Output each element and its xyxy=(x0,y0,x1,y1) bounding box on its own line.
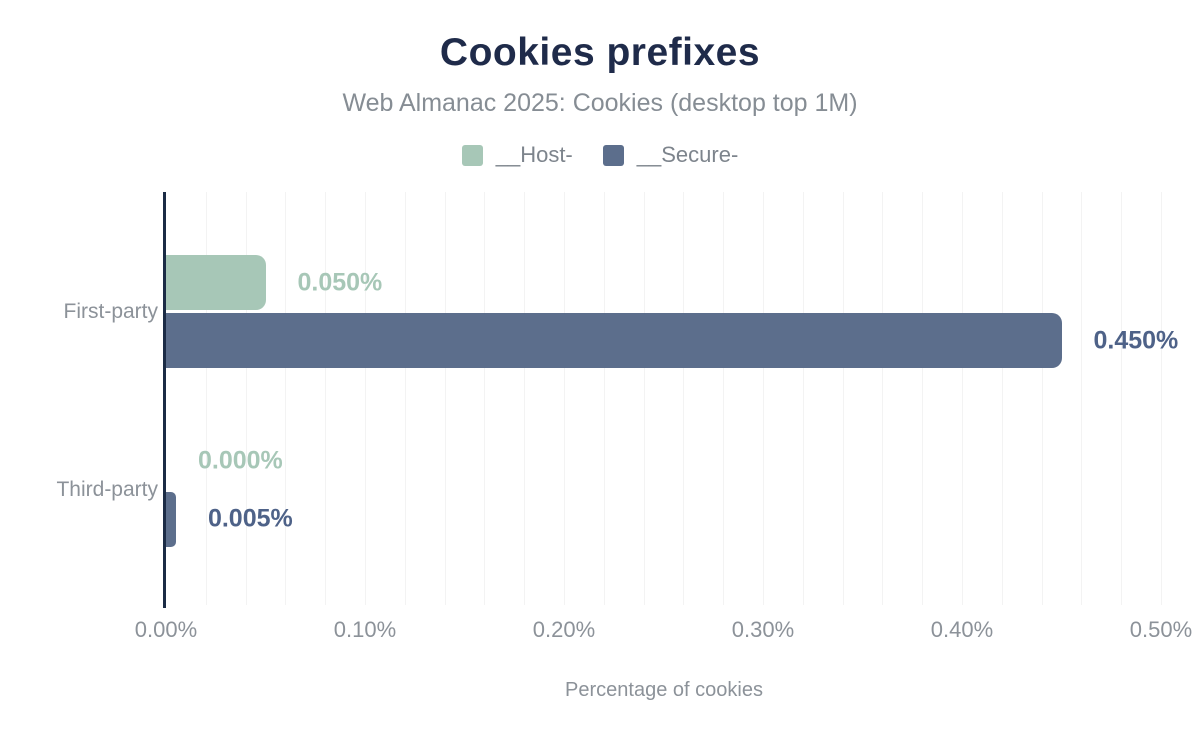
x-tick-label: 0.20% xyxy=(532,617,596,642)
gridline xyxy=(1041,192,1043,605)
chart-subtitle: Web Almanac 2025: Cookies (desktop top 1… xyxy=(342,89,858,117)
x-tick-label: 0.00% xyxy=(134,617,198,642)
value-label-host-first-party: 0.050% xyxy=(297,268,383,296)
value-label-secure-third-party: 0.005% xyxy=(207,504,293,533)
gridline xyxy=(723,192,725,605)
gridline xyxy=(763,192,764,605)
legend-label: __Host- xyxy=(495,142,573,167)
gridline xyxy=(245,192,247,605)
gridline xyxy=(1081,192,1083,605)
gridline xyxy=(842,192,844,605)
gridline xyxy=(205,192,207,605)
legend: __Host- __Secure- xyxy=(0,142,1200,168)
bar-host-first-party xyxy=(166,255,266,310)
gridline xyxy=(285,192,287,605)
gridline xyxy=(1121,192,1123,605)
gridline xyxy=(603,192,605,605)
gridline xyxy=(404,192,406,605)
gridline xyxy=(1001,192,1003,605)
gridline xyxy=(444,192,446,605)
legend-label: __Secure- xyxy=(636,142,739,167)
gridline xyxy=(484,192,486,605)
y-axis-line xyxy=(163,192,166,608)
legend-item-secure: __Secure- xyxy=(602,142,739,168)
legend-item-host: __Host- xyxy=(461,142,573,168)
gridline xyxy=(882,192,884,605)
gridline xyxy=(643,192,645,605)
gridline xyxy=(683,192,685,605)
legend-swatch-host xyxy=(461,144,483,166)
x-tick-label: 0.50% xyxy=(1129,617,1193,642)
gridline xyxy=(524,192,526,605)
gridline xyxy=(1161,192,1162,605)
bar-secure-third-party xyxy=(166,491,176,547)
x-tick-label: 0.30% xyxy=(731,617,795,642)
x-axis-label: Percentage of cookies xyxy=(565,679,763,701)
chart-title: Cookies prefixes xyxy=(439,31,761,74)
value-label-host-third-party: 0.000% xyxy=(198,446,283,475)
gridline xyxy=(325,192,327,605)
gridline xyxy=(365,192,366,605)
legend-swatch-secure xyxy=(602,144,624,166)
category-label-first-party: First-party xyxy=(63,299,159,323)
value-label-secure-first-party: 0.450% xyxy=(1093,326,1179,354)
x-tick-label: 0.10% xyxy=(333,617,397,642)
gridline xyxy=(962,192,963,605)
gridline xyxy=(802,192,804,605)
gridline xyxy=(922,192,924,605)
bar-secure-first-party xyxy=(166,313,1062,368)
x-tick-label: 0.40% xyxy=(930,617,994,642)
gridline xyxy=(564,192,565,605)
category-label-third-party: Third-party xyxy=(56,478,158,501)
